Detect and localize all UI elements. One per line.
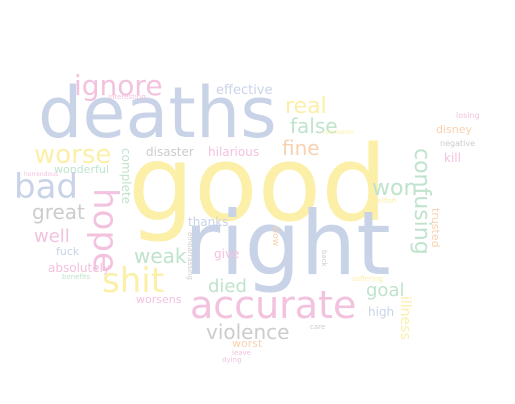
word-weak: weak (134, 244, 187, 268)
word-ignore: ignore (74, 69, 163, 102)
word-embarrassing: embarrassing (186, 232, 194, 280)
word-back: back (320, 250, 328, 267)
word-bad: bad (14, 167, 78, 207)
word-false: false (290, 114, 338, 138)
word-kill: kill (444, 151, 461, 165)
word-negative: negative (440, 139, 475, 148)
word-great: great (32, 200, 85, 224)
word-right: right (184, 192, 391, 295)
word-goal: goal (366, 280, 405, 301)
word-suffering: suffering (352, 275, 383, 283)
word-leave: leave (232, 349, 251, 357)
word-worse: worse (34, 140, 112, 170)
word-dying: dying (222, 356, 242, 364)
word-hope: hope (85, 188, 125, 273)
word-benefits: benefits (62, 273, 91, 281)
word-fuck: fuck (56, 245, 80, 258)
word-interesting: interesting (108, 93, 146, 101)
word-wonderful: wonderful (54, 163, 109, 176)
word-fine: fine (282, 136, 320, 160)
word-worst: worst (232, 337, 263, 350)
word-disney: disney (436, 123, 473, 136)
word-slow: slow (270, 226, 280, 247)
word-thanks: thanks (188, 215, 229, 229)
word-real: real (285, 94, 327, 119)
word-accurate: accurate (190, 283, 357, 327)
word-high: high (368, 305, 395, 319)
word-deaths: deaths (38, 72, 277, 154)
word-good: good (128, 123, 388, 245)
word-selfish: selfish (374, 197, 397, 205)
word-trusted: trusted (429, 208, 442, 248)
word-well: well (34, 226, 70, 247)
word-confusing: confusing (409, 148, 434, 255)
word-worsens: worsens (136, 293, 182, 306)
word-disaster: disaster (146, 145, 194, 159)
word-give: give (214, 247, 240, 261)
word-losing: losing (456, 111, 480, 120)
word-complete: complete (119, 148, 133, 205)
word-won: won (372, 176, 418, 201)
word-absolutely: absolutely (48, 261, 111, 275)
word-shit: shit (102, 261, 165, 301)
word-hilarious: hilarious (208, 145, 260, 159)
word-died: died (208, 276, 247, 297)
word-conclusion: conclusion (322, 129, 354, 136)
word-effective: effective (216, 83, 273, 98)
word-violence: violence (206, 320, 290, 344)
word-illness: illness (397, 296, 413, 340)
word-care: care (310, 323, 326, 331)
word-horrendous: horrendous (24, 171, 59, 178)
